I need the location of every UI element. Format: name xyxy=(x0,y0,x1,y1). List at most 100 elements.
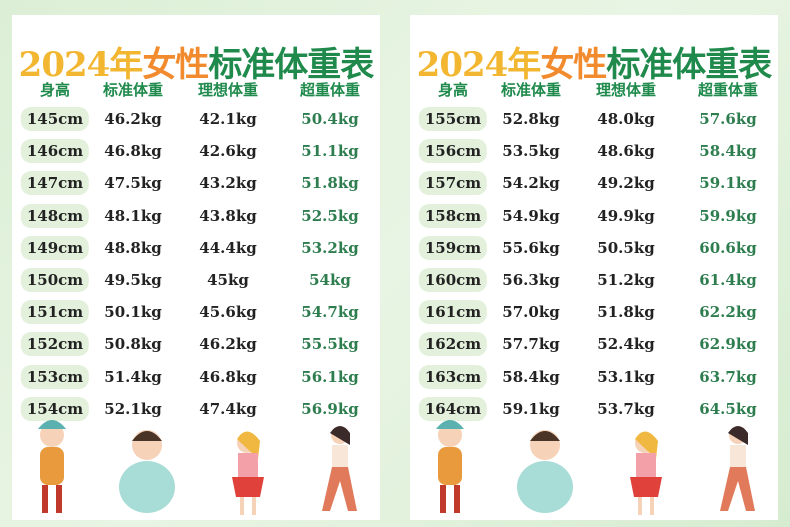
cell: 163cm xyxy=(418,364,488,389)
cell: 64.5kg xyxy=(699,399,757,418)
column-header: 身高 xyxy=(437,81,469,99)
figure xyxy=(517,430,573,513)
cell: 155cm xyxy=(418,107,488,131)
cell: 48.0kg xyxy=(597,110,655,128)
cell: 51.8kg xyxy=(597,303,655,322)
figure xyxy=(119,430,175,513)
cell: 60.6kg xyxy=(699,238,757,257)
cell: 47.4kg xyxy=(199,399,257,418)
cell: 52.8kg xyxy=(502,110,560,128)
column-header: 理想体重 xyxy=(197,81,259,99)
cell: 59.1kg xyxy=(502,399,560,418)
cell: 162cm xyxy=(418,332,488,357)
cell: 45.6kg xyxy=(199,303,257,322)
cell: 63.7kg xyxy=(699,367,757,386)
cell: 57.6kg xyxy=(699,110,757,128)
cell: 49.2kg xyxy=(597,174,655,193)
column-header: 标准体重 xyxy=(500,81,562,99)
cell: 52.1kg xyxy=(104,399,162,418)
column-header: 超重体重 xyxy=(299,81,361,99)
cell: 59.9kg xyxy=(699,206,757,225)
cell: 51.4kg xyxy=(104,367,162,386)
cell: 54kg xyxy=(309,271,351,289)
cell: 48.8kg xyxy=(104,238,162,257)
cell: 42.6kg xyxy=(199,142,257,161)
title-part: 标准体重表 xyxy=(606,45,772,85)
cell: 62.2kg xyxy=(699,303,757,322)
title-part: 2024年 xyxy=(416,45,542,85)
illustrations xyxy=(436,420,755,515)
title-part: 2024年 xyxy=(18,45,144,85)
cell: 149cm xyxy=(20,235,90,260)
figure xyxy=(232,431,264,515)
figure xyxy=(720,426,755,511)
cell: 157cm xyxy=(418,171,488,196)
cell: 147cm xyxy=(20,171,90,196)
cell: 152cm xyxy=(20,332,90,357)
cell: 45kg xyxy=(207,271,249,289)
column-header: 标准体重 xyxy=(102,81,164,99)
figure xyxy=(38,420,66,513)
cell: 146cm xyxy=(20,139,90,164)
cell: 53.5kg xyxy=(502,142,560,161)
cell: 56.9kg xyxy=(301,399,359,418)
panel: 2024年女性标准体重表 身高 标准体重 理想体重 超重体重 155cm 52.8kg 48.… xyxy=(410,15,778,520)
cell: 61.4kg xyxy=(699,271,757,289)
title-part: 女性 xyxy=(540,45,607,85)
cell: 59.1kg xyxy=(699,174,757,193)
cell: 43.2kg xyxy=(199,174,257,193)
cell: 48.1kg xyxy=(104,206,162,225)
cell: 151cm xyxy=(20,300,90,325)
cell: 50.8kg xyxy=(104,335,162,354)
cell: 158cm xyxy=(418,203,488,228)
cell: 49.5kg xyxy=(104,271,162,289)
figure xyxy=(630,431,662,515)
cell: 51.2kg xyxy=(597,271,655,289)
cell: 55.5kg xyxy=(301,335,359,354)
cell: 52.5kg xyxy=(301,206,359,225)
cell: 47.5kg xyxy=(104,174,162,193)
cell: 58.4kg xyxy=(699,142,757,161)
cell: 43.8kg xyxy=(199,206,257,225)
cell: 50.4kg xyxy=(301,110,359,128)
cell: 46.2kg xyxy=(104,110,162,128)
cell: 54.9kg xyxy=(502,206,560,225)
cell: 159cm xyxy=(418,235,488,260)
cell: 145cm xyxy=(20,107,90,131)
title: 2024年女性标准体重表 xyxy=(410,37,778,86)
cell: 46.8kg xyxy=(104,142,162,161)
figure xyxy=(322,426,357,511)
cell: 56.1kg xyxy=(301,367,359,386)
title-part: 标准体重表 xyxy=(208,45,374,85)
title-part: 女性 xyxy=(142,45,209,85)
cell: 53.1kg xyxy=(597,367,655,386)
cell: 57.7kg xyxy=(502,335,560,354)
cell: 53.7kg xyxy=(597,399,655,418)
cell: 48.6kg xyxy=(597,142,655,161)
cell: 50.1kg xyxy=(104,303,162,322)
cell: 44.4kg xyxy=(199,238,257,257)
cell: 46.2kg xyxy=(199,335,257,354)
cell: 150cm xyxy=(20,268,90,292)
column-header: 超重体重 xyxy=(697,81,759,99)
cell: 153cm xyxy=(20,364,90,389)
cell: 148cm xyxy=(20,203,90,228)
cell: 164cm xyxy=(418,396,488,421)
cell: 161cm xyxy=(418,300,488,325)
figure xyxy=(436,420,464,513)
cell: 56.3kg xyxy=(502,271,560,289)
cell: 62.9kg xyxy=(699,335,757,354)
cell: 54.7kg xyxy=(301,303,359,322)
panel: 2024年女性标准体重表 身高 标准体重 理想体重 超重体重 145cm 46.2kg 42.… xyxy=(12,15,380,520)
cell: 52.4kg xyxy=(597,335,655,354)
cell: 58.4kg xyxy=(502,367,560,386)
cell: 49.9kg xyxy=(597,206,655,225)
cell: 53.2kg xyxy=(301,238,359,257)
cell: 156cm xyxy=(418,139,488,164)
cell: 50.5kg xyxy=(597,238,655,257)
cell: 57.0kg xyxy=(502,303,560,322)
cell: 54.2kg xyxy=(502,174,560,193)
illustrations xyxy=(38,420,357,515)
cell: 160cm xyxy=(418,268,488,292)
